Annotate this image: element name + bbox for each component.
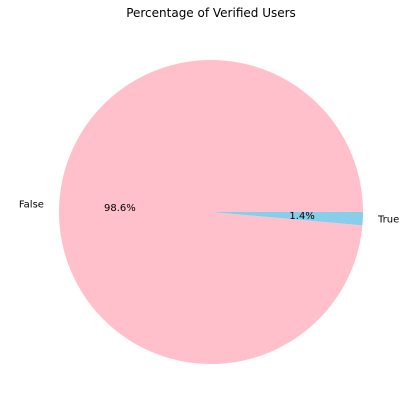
slice-label-true: True — [377, 214, 399, 225]
pie-labels: False 98.6% True 1.4% — [19, 200, 399, 226]
slice-percent-false: 98.6% — [104, 203, 136, 214]
pie-slice-false — [58, 60, 363, 365]
slice-percent-true: 1.4% — [289, 211, 314, 222]
pie-slice-true — [211, 212, 363, 226]
slice-label-false: False — [19, 200, 44, 211]
pie-slices — [58, 60, 363, 365]
chart-title: Percentage of Verified Users — [126, 6, 296, 20]
